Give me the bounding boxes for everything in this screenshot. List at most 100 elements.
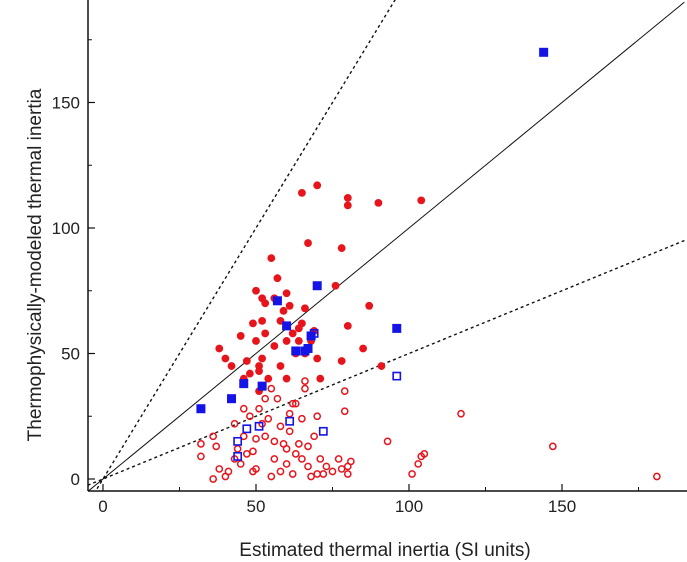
point-open-circle-41 bbox=[291, 399, 300, 408]
point-open-circle-11 bbox=[233, 445, 242, 453]
point-open-square-4 bbox=[254, 421, 264, 431]
axes bbox=[87, 0, 687, 492]
reference-line-solid-1 bbox=[88, 1, 685, 491]
point-open-circle-48 bbox=[304, 442, 312, 451]
point-open-circle-6 bbox=[215, 465, 224, 473]
point-open-circle-26 bbox=[267, 472, 276, 481]
point-open-circle-43 bbox=[298, 455, 306, 463]
point-open-circle-16 bbox=[246, 412, 254, 421]
point-open-circle-52 bbox=[313, 412, 322, 421]
point-open-circle-58 bbox=[337, 465, 346, 473]
point-open-circle-45 bbox=[301, 384, 309, 393]
point-open-circle-47 bbox=[304, 462, 312, 471]
point-open-circle-64 bbox=[383, 437, 392, 446]
point-filled-circle-21 bbox=[273, 274, 282, 283]
point-open-circle-42 bbox=[294, 440, 303, 448]
point-filled-circle-54 bbox=[255, 367, 263, 375]
y-tick-label-50: 50 bbox=[61, 345, 80, 364]
point-filled-circle-50 bbox=[365, 301, 374, 310]
point-filled-circle-24 bbox=[279, 306, 288, 315]
point-open-circle-15 bbox=[242, 450, 251, 458]
point-filled-circle-1 bbox=[215, 344, 224, 353]
point-filled-circle-55 bbox=[242, 357, 251, 365]
point-open-circle-32 bbox=[276, 422, 285, 431]
point-filled-circle-3 bbox=[227, 362, 236, 370]
point-filled-circle-51 bbox=[374, 199, 383, 207]
point-filled-square-7 bbox=[291, 346, 301, 356]
reference-lines bbox=[88, 0, 685, 491]
point-open-circle-57 bbox=[334, 455, 343, 463]
point-open-circle-8 bbox=[224, 467, 233, 476]
data-points bbox=[196, 47, 661, 483]
point-filled-circle-8 bbox=[252, 286, 260, 295]
point-open-circle-31 bbox=[276, 467, 285, 476]
point-open-circle-29 bbox=[270, 437, 279, 446]
point-filled-circle-46 bbox=[343, 193, 352, 202]
point-filled-circle-27 bbox=[282, 374, 291, 383]
point-open-circle-2 bbox=[197, 452, 205, 461]
point-open-circle-55 bbox=[322, 462, 331, 471]
point-filled-circle-6 bbox=[245, 369, 254, 378]
point-filled-circle-13 bbox=[258, 316, 267, 325]
point-open-circle-53 bbox=[316, 455, 325, 463]
point-filled-circle-28 bbox=[285, 301, 294, 310]
point-filled-circle-48 bbox=[343, 321, 352, 330]
point-open-circle-23 bbox=[261, 432, 270, 441]
reference-line-dotted-3 bbox=[88, 239, 685, 486]
point-filled-circle-42 bbox=[316, 374, 325, 383]
point-filled-circle-45 bbox=[337, 357, 346, 365]
point-open-circle-60 bbox=[340, 407, 349, 416]
point-open-circle-10 bbox=[230, 419, 239, 428]
point-filled-circle-26 bbox=[282, 337, 291, 345]
point-filled-circle-40 bbox=[313, 181, 322, 190]
point-open-square-1 bbox=[233, 452, 243, 461]
point-filled-circle-4 bbox=[236, 332, 245, 340]
point-open-circle-19 bbox=[252, 465, 260, 473]
point-open-circle-70 bbox=[548, 442, 557, 451]
point-open-circle-63 bbox=[347, 457, 355, 466]
point-open-square-7 bbox=[318, 426, 328, 436]
y-tick-label-150: 150 bbox=[52, 94, 80, 113]
point-open-square-3 bbox=[242, 424, 252, 434]
point-open-circle-59 bbox=[340, 387, 349, 395]
y-axis-title: Thermophysically-modeled thermal inertia bbox=[25, 88, 46, 441]
point-open-circle-28 bbox=[270, 455, 279, 463]
point-open-square-8 bbox=[392, 371, 402, 381]
point-open-circle-36 bbox=[285, 427, 294, 436]
ticks: 0 50 100 150 0 50 100 150 bbox=[52, 39, 639, 516]
y-tick-label-100: 100 bbox=[52, 219, 80, 238]
point-filled-circle-52 bbox=[377, 362, 386, 370]
point-open-circle-56 bbox=[328, 467, 337, 476]
point-open-circle-30 bbox=[273, 394, 282, 403]
point-open-circle-21 bbox=[255, 404, 263, 413]
point-filled-square-13 bbox=[539, 47, 549, 57]
point-filled-circle-32 bbox=[294, 337, 303, 345]
point-filled-square-6 bbox=[282, 321, 292, 331]
x-tick-label-0: 0 bbox=[98, 497, 107, 516]
point-filled-circle-29 bbox=[288, 329, 297, 338]
point-filled-circle-25 bbox=[282, 289, 291, 298]
point-open-circle-46 bbox=[301, 377, 309, 385]
point-filled-circle-37 bbox=[304, 239, 312, 247]
point-filled-circle-15 bbox=[261, 299, 270, 308]
point-open-circle-49 bbox=[307, 472, 315, 481]
point-open-circle-20 bbox=[252, 434, 260, 443]
point-open-circle-68 bbox=[420, 450, 429, 458]
point-open-circle-71 bbox=[653, 472, 661, 481]
point-filled-circle-23 bbox=[276, 362, 285, 370]
point-filled-square-1 bbox=[196, 404, 206, 414]
point-open-circle-38 bbox=[288, 470, 297, 478]
x-tick-label-50: 50 bbox=[247, 497, 266, 516]
point-filled-square-3 bbox=[239, 379, 249, 389]
point-open-circle-25 bbox=[264, 414, 273, 423]
point-open-circle-44 bbox=[298, 414, 306, 423]
point-filled-circle-7 bbox=[249, 319, 257, 328]
point-filled-circle-18 bbox=[267, 254, 276, 263]
point-filled-circle-35 bbox=[301, 304, 309, 313]
point-open-circle-65 bbox=[408, 470, 416, 478]
point-open-circle-12 bbox=[236, 460, 245, 468]
point-open-circle-69 bbox=[457, 409, 465, 418]
point-filled-square-4 bbox=[257, 381, 267, 391]
point-filled-circle-34 bbox=[298, 188, 306, 197]
